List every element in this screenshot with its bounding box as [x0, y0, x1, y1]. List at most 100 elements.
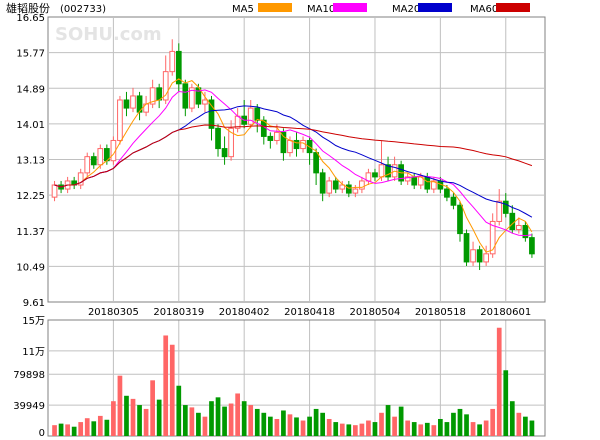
date-tick-label: 20180601 — [480, 307, 531, 318]
volume-bar — [457, 408, 463, 436]
volume-bar — [294, 417, 299, 436]
volume-bar — [398, 406, 404, 436]
volume-tick-label: 15万 — [22, 316, 45, 327]
volume-bar — [372, 422, 378, 436]
volume-bar — [444, 422, 450, 436]
volume-bar — [111, 401, 116, 436]
volume-bar — [470, 422, 476, 436]
candle-up — [352, 188, 359, 194]
legend-label: MA5 — [232, 4, 254, 15]
date-tick-label: 20180305 — [88, 307, 139, 318]
volume-tick-label: 11万 — [22, 347, 45, 358]
volume-bar — [274, 418, 280, 436]
volume-bar — [150, 380, 155, 436]
candle-down — [522, 224, 529, 239]
price-tick-label: 10.49 — [16, 262, 45, 273]
candle-down — [182, 83, 189, 109]
volume-bar — [254, 408, 260, 436]
price-tick-label: 16.65 — [16, 13, 45, 24]
candle-down — [319, 172, 326, 194]
candle-down — [385, 164, 391, 178]
date-tick-label: 20180402 — [219, 307, 270, 318]
candle-down — [529, 237, 535, 255]
candle-down — [208, 99, 215, 129]
volume-bar — [163, 335, 169, 436]
candle-down — [424, 176, 431, 190]
volume-bar — [78, 422, 84, 436]
volume-bar — [117, 375, 123, 436]
legend-label: MA20 — [392, 4, 420, 15]
candle-up — [274, 131, 280, 141]
watermark: SOHU.com — [55, 24, 162, 45]
volume-bar — [392, 416, 397, 436]
price-tick-label: 9.61 — [23, 298, 45, 309]
price-tick-label: 14.01 — [16, 120, 45, 131]
volume-bar — [65, 424, 70, 436]
volume-bar — [366, 420, 371, 436]
price-panel: 16.65 15.77 14.89 14.01 13.13 12.25 11.37 10.49… — [16, 13, 546, 436]
volume-bar — [91, 421, 97, 436]
volume-bar — [104, 419, 110, 436]
date-tick-label: 20180418 — [284, 307, 335, 318]
candle-up — [202, 99, 208, 105]
volume-bar — [196, 412, 201, 436]
candle-down — [332, 180, 339, 190]
volume-bar — [346, 424, 352, 436]
volume-bar — [307, 416, 312, 436]
ma10-line — [54, 89, 532, 237]
legend-swatch — [258, 3, 292, 12]
candle-up — [189, 87, 195, 109]
volume-bar — [483, 420, 489, 436]
ma60-line — [54, 124, 533, 188]
volume-bar — [235, 393, 240, 436]
price-tick-label: 12.25 — [16, 191, 45, 202]
candle-down — [175, 50, 182, 85]
volume-bar — [281, 410, 286, 436]
candle-down — [411, 176, 418, 186]
price-tick-label: 13.13 — [16, 156, 45, 167]
volume-bar — [529, 420, 535, 436]
candle-down — [502, 200, 509, 214]
volume-bar — [464, 414, 469, 436]
volume-bar — [261, 412, 267, 436]
candle-up — [169, 50, 176, 73]
volume-bar — [451, 412, 456, 436]
volume-bar — [156, 399, 162, 436]
candle-up — [287, 139, 293, 154]
volume-bar — [333, 422, 339, 436]
stock-name: 雄韬股份 — [6, 1, 50, 15]
candle-up — [496, 200, 503, 222]
candle-up — [470, 249, 476, 263]
candle-down — [313, 152, 319, 174]
volume-bar — [215, 397, 221, 436]
volume-bar — [124, 395, 129, 436]
candle-up — [77, 172, 84, 186]
volume-bar — [339, 423, 345, 436]
volume-bar — [326, 418, 332, 436]
candle-up — [149, 87, 156, 105]
candle-up — [162, 71, 169, 101]
candle-up — [483, 253, 489, 263]
candle-down — [90, 156, 97, 166]
price-tick-label: 14.89 — [16, 84, 45, 95]
volume-bar — [405, 420, 411, 436]
candle-down — [476, 249, 483, 263]
volume-bar — [202, 416, 208, 436]
volume-bar — [438, 418, 443, 436]
volume-bar — [411, 422, 417, 436]
volume-bar — [222, 406, 227, 436]
volume-bar — [359, 423, 365, 436]
legend-swatch — [418, 3, 452, 12]
volume-bar — [58, 423, 64, 436]
volume-bar — [84, 418, 90, 436]
candle-up — [84, 156, 91, 174]
volume-bar — [169, 344, 175, 436]
candle-up — [247, 107, 254, 125]
candle-down — [267, 135, 274, 141]
volume-bar — [97, 415, 103, 436]
candle-up — [404, 176, 411, 182]
ma5-line — [54, 78, 533, 253]
candle-up — [359, 180, 365, 190]
volume-bar — [182, 405, 188, 436]
